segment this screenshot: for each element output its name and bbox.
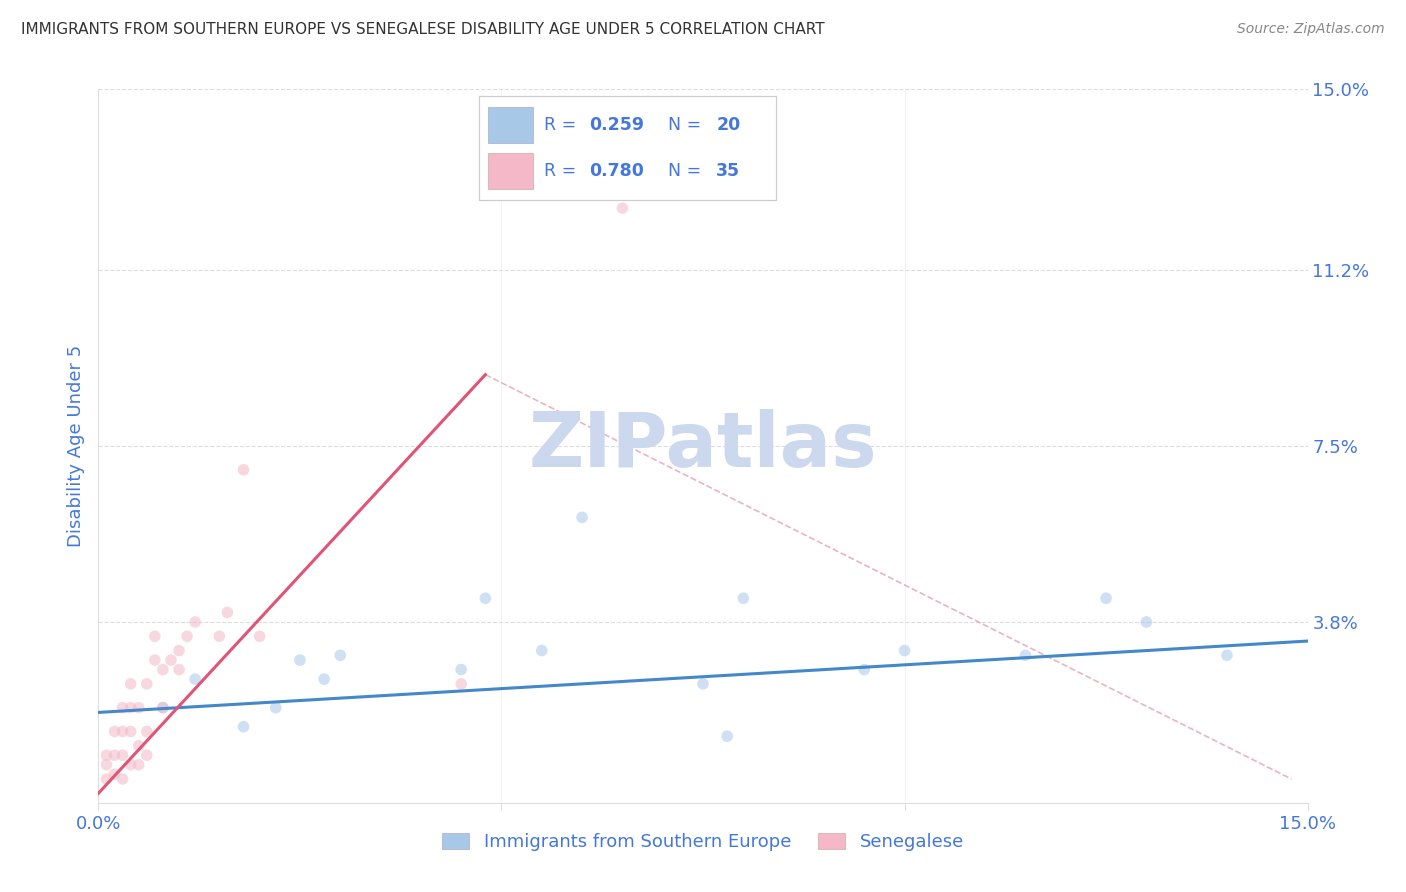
Point [135,748,157,763]
Point [111,724,134,739]
Point [96,757,118,772]
Point [208,629,231,643]
Point [135,677,157,691]
Point [264,700,287,714]
Point [184,672,207,686]
Point [103,748,125,763]
Point [152,700,174,714]
Point [167,663,190,677]
Point [853,663,876,677]
Point [128,757,150,772]
Point [111,772,134,786]
Point [530,643,553,657]
Point [1014,648,1036,663]
Point [288,653,311,667]
Point [1135,615,1157,629]
Point [612,201,634,215]
Point [176,629,198,643]
Point [167,643,190,657]
Point [733,591,755,606]
Point [893,643,915,657]
Point [716,729,738,743]
Point [450,663,472,677]
Point [314,672,336,686]
Point [120,677,142,691]
Point [450,677,472,691]
Point [160,653,183,667]
Point [120,724,142,739]
Point [249,629,271,643]
Point [152,663,174,677]
Text: IMMIGRANTS FROM SOUTHERN EUROPE VS SENEGALESE DISABILITY AGE UNDER 5 CORRELATION: IMMIGRANTS FROM SOUTHERN EUROPE VS SENEG… [21,22,825,37]
Point [474,591,496,606]
Point [120,757,142,772]
Point [143,629,166,643]
Legend: Immigrants from Southern Europe, Senegalese: Immigrants from Southern Europe, Senegal… [434,825,972,858]
Point [152,700,174,714]
Point [571,510,593,524]
Point [692,677,714,691]
Point [217,606,239,620]
Point [1216,648,1239,663]
Point [184,615,207,629]
Point [232,720,254,734]
Point [103,767,125,781]
Point [128,739,150,753]
Point [111,748,134,763]
Text: Source: ZipAtlas.com: Source: ZipAtlas.com [1237,22,1385,37]
Point [135,724,157,739]
Point [103,724,125,739]
Point [1095,591,1118,606]
Text: ZIPatlas: ZIPatlas [529,409,877,483]
Point [143,653,166,667]
Y-axis label: Disability Age Under 5: Disability Age Under 5 [66,345,84,547]
Point [128,700,150,714]
Point [96,772,118,786]
Point [120,700,142,714]
Point [111,700,134,714]
Point [232,463,254,477]
Point [329,648,352,663]
Point [96,748,118,763]
